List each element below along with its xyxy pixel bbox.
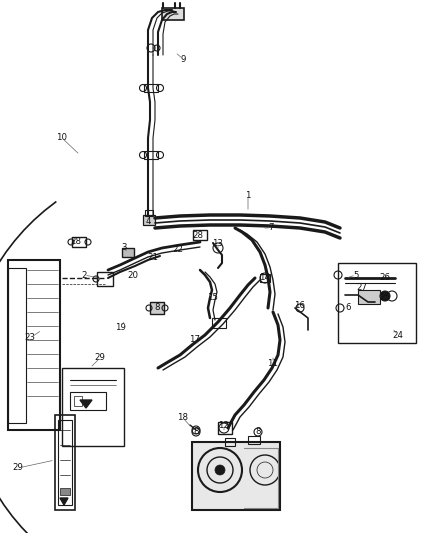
Circle shape [380, 291, 390, 301]
Text: 6: 6 [345, 303, 351, 312]
Text: 8: 8 [193, 427, 199, 437]
Text: 7: 7 [268, 223, 274, 232]
Text: 24: 24 [392, 330, 403, 340]
Bar [248, 436, 260, 444]
Bar [225, 438, 235, 446]
Bar [74, 396, 82, 406]
Text: 29: 29 [13, 464, 24, 472]
Text: 8: 8 [154, 303, 160, 312]
Text: 12: 12 [219, 421, 230, 430]
Text: 9: 9 [180, 54, 186, 63]
Text: 17: 17 [190, 335, 201, 344]
Text: 13: 13 [212, 238, 223, 247]
Text: 8: 8 [255, 427, 261, 437]
Bar [8, 260, 60, 430]
Polygon shape [60, 498, 68, 505]
Text: 27: 27 [357, 284, 367, 293]
Text: 22: 22 [173, 246, 184, 254]
Text: 2: 2 [81, 271, 87, 279]
Circle shape [215, 465, 225, 475]
Bar [60, 488, 70, 495]
Text: 26: 26 [379, 273, 391, 282]
Bar [218, 422, 232, 434]
Bar [70, 392, 106, 410]
Bar [358, 290, 380, 304]
Text: 4: 4 [145, 217, 151, 227]
Bar [144, 151, 158, 159]
Bar [62, 368, 124, 446]
Text: 3: 3 [121, 244, 127, 253]
Text: 19: 19 [115, 324, 125, 333]
Bar [212, 318, 226, 328]
Bar [162, 8, 184, 20]
Bar [97, 272, 113, 286]
Text: 20: 20 [127, 271, 138, 279]
Bar [8, 268, 26, 423]
Text: 11: 11 [268, 359, 279, 367]
Text: 5: 5 [353, 271, 359, 279]
Bar [193, 230, 207, 240]
Bar [72, 237, 86, 247]
Text: 21: 21 [148, 254, 159, 262]
Bar [150, 302, 164, 314]
Bar [338, 263, 416, 343]
Bar [192, 442, 280, 510]
Text: 1: 1 [245, 190, 251, 199]
Text: 15: 15 [208, 294, 219, 303]
Text: 29: 29 [95, 353, 106, 362]
Bar [122, 248, 134, 257]
Text: 16: 16 [294, 301, 305, 310]
Text: 28: 28 [71, 238, 81, 246]
Text: 10: 10 [57, 133, 67, 142]
Text: 14: 14 [259, 273, 271, 282]
Text: 23: 23 [25, 334, 35, 343]
Polygon shape [80, 400, 92, 408]
Text: 18: 18 [177, 414, 188, 423]
Bar [145, 210, 153, 216]
Text: 28: 28 [192, 230, 204, 239]
Bar [144, 84, 158, 92]
Bar [260, 274, 270, 282]
Text: 25: 25 [379, 294, 391, 303]
Bar [58, 420, 72, 505]
Bar [55, 415, 75, 510]
Bar [143, 215, 155, 225]
